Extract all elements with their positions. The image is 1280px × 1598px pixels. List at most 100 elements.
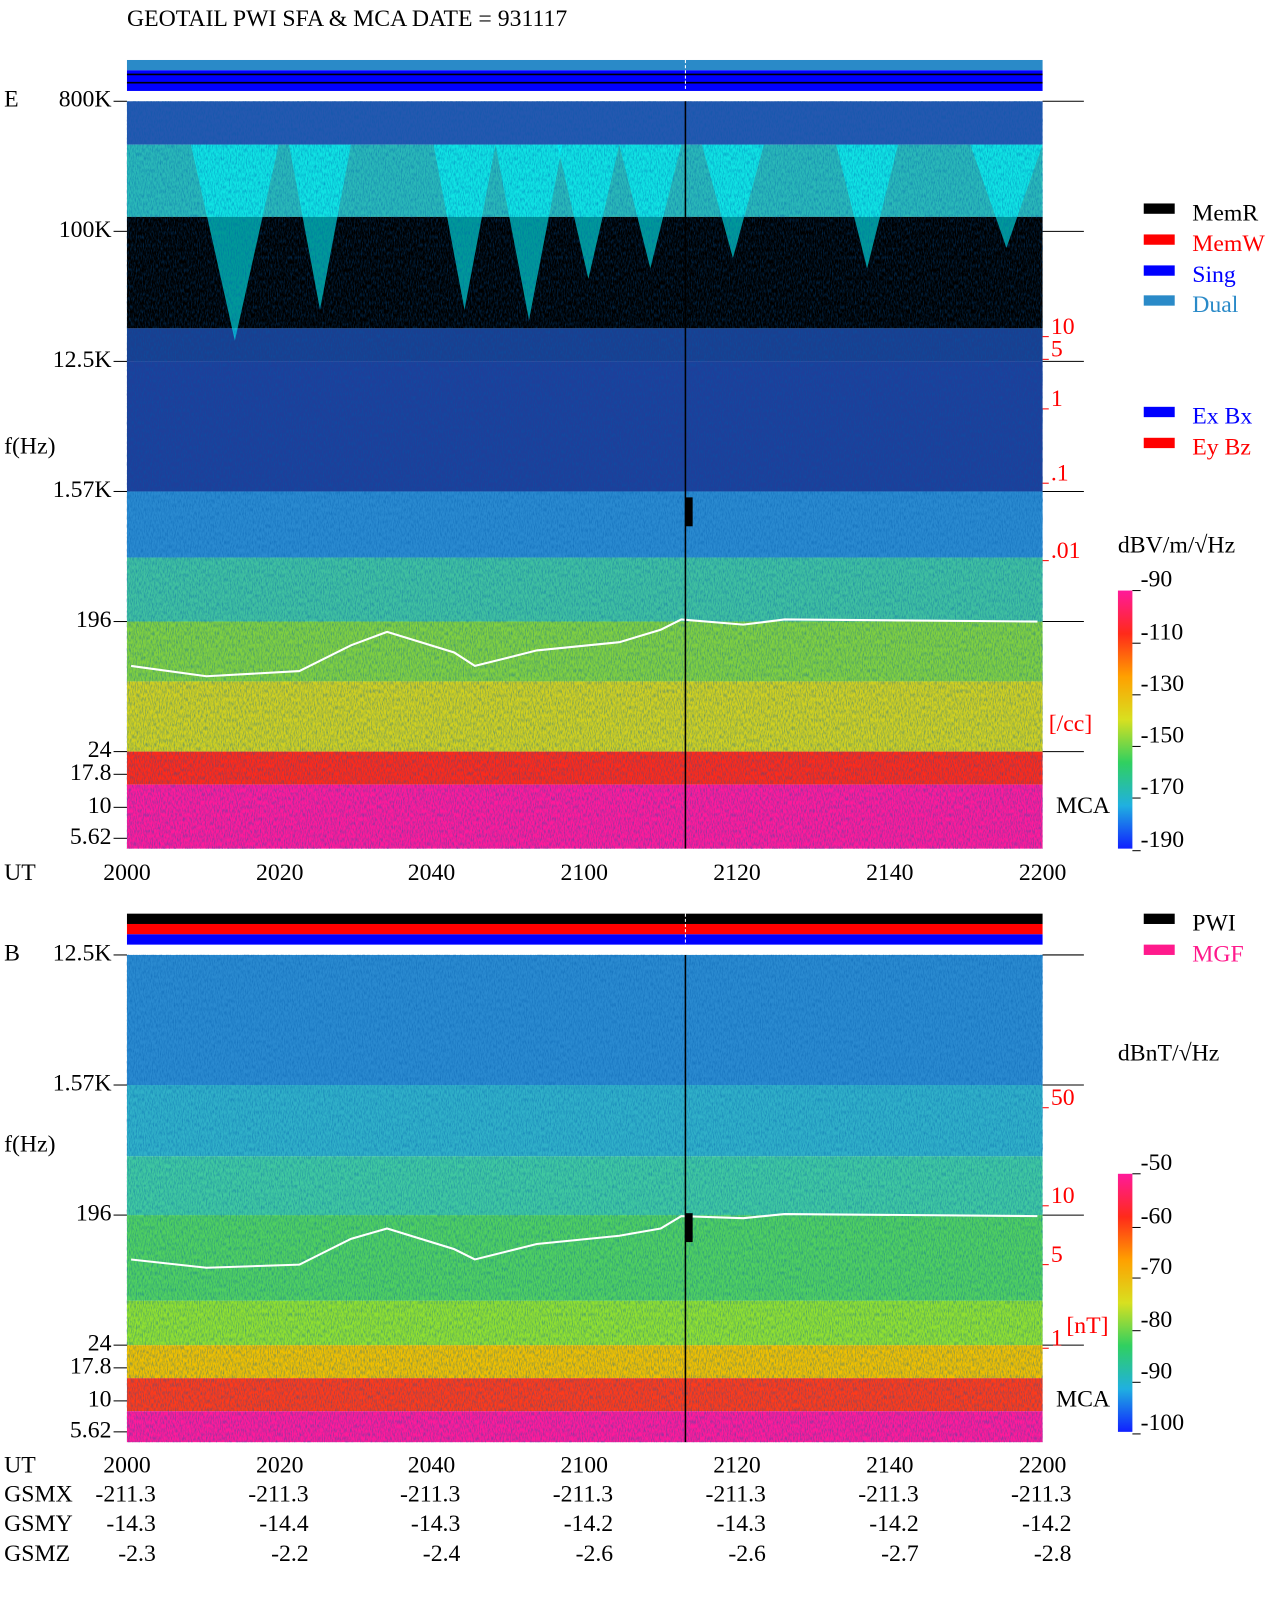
x-axis-label: UT bbox=[4, 1452, 36, 1478]
color-bar-label: -150 bbox=[1141, 723, 1185, 749]
orbit-value: -14.3 bbox=[411, 1511, 460, 1537]
y-tick-label: 5.62 bbox=[70, 1417, 112, 1443]
color-bar bbox=[1117, 590, 1133, 849]
panel-label: E bbox=[4, 87, 19, 113]
orbit-value: -211.3 bbox=[858, 1481, 918, 1507]
data-gap bbox=[685, 497, 693, 527]
spectrogram-texture bbox=[126, 954, 1043, 1443]
orbit-value: -14.2 bbox=[869, 1511, 918, 1537]
color-bar-label: -70 bbox=[1141, 1254, 1173, 1280]
orbit-value: -211.3 bbox=[1011, 1481, 1071, 1507]
orbit-value: -2.7 bbox=[881, 1541, 919, 1567]
x-tick-label: 2200 bbox=[1019, 1452, 1066, 1478]
y-tick-label: 24 bbox=[88, 737, 112, 763]
status-bar bbox=[126, 923, 1043, 935]
y-axis-label: f(Hz) bbox=[4, 434, 55, 460]
x-tick-label: 2120 bbox=[713, 1452, 760, 1478]
orbit-value: -2.4 bbox=[423, 1541, 461, 1567]
y-axis-label: f(Hz) bbox=[4, 1131, 55, 1157]
color-bar-label: -110 bbox=[1141, 619, 1184, 645]
plasma-line bbox=[130, 1213, 1038, 1269]
y-tick-label: 17.8 bbox=[70, 760, 112, 786]
orbit-value: -211.3 bbox=[400, 1481, 460, 1507]
y-tick-label: 100K bbox=[59, 217, 112, 243]
legend-label: MGF bbox=[1192, 941, 1243, 967]
status-bar bbox=[126, 59, 1043, 71]
color-bar-label: -190 bbox=[1141, 827, 1185, 853]
color-bar-unit: dBV/m/√Hz bbox=[1118, 533, 1235, 559]
color-bar-label: -170 bbox=[1141, 774, 1185, 800]
legend-swatch bbox=[1143, 406, 1175, 418]
orbit-label: GSMZ bbox=[4, 1541, 70, 1567]
x-tick-label: 2100 bbox=[561, 1452, 608, 1478]
density-tick-label: 50 bbox=[1051, 1085, 1075, 1111]
legend-swatch bbox=[1143, 203, 1175, 214]
density-tick-label: 1 bbox=[1051, 386, 1063, 412]
y-tick-label: 1.57K bbox=[53, 1070, 112, 1096]
color-bar-label: -130 bbox=[1141, 671, 1185, 697]
color-bar bbox=[1117, 1173, 1133, 1432]
color-bar-label: -100 bbox=[1141, 1410, 1185, 1436]
status-bar bbox=[126, 913, 1043, 924]
density-unit: [nT] bbox=[1066, 1313, 1108, 1339]
y-tick-label: 17.8 bbox=[70, 1353, 112, 1379]
density-tick-label: 10 bbox=[1051, 314, 1075, 340]
x-tick-label: 2120 bbox=[713, 860, 760, 886]
orbit-label: GSMX bbox=[4, 1481, 73, 1507]
orbit-value: -14.2 bbox=[1022, 1511, 1071, 1537]
color-bar-label: -90 bbox=[1141, 567, 1173, 593]
plasma-line bbox=[130, 618, 1038, 678]
color-bar-label: -50 bbox=[1141, 1150, 1173, 1176]
density-tick-label: 5 bbox=[1051, 337, 1063, 363]
density-tick-label: .01 bbox=[1051, 538, 1081, 564]
orbit-value: -14.3 bbox=[716, 1511, 765, 1537]
legend-swatch bbox=[1143, 234, 1175, 245]
y-tick-label: 12.5K bbox=[53, 347, 112, 373]
orbit-value: -2.6 bbox=[576, 1541, 614, 1567]
x-tick-label: 2140 bbox=[866, 860, 913, 886]
density-tick-label: 1 bbox=[1051, 1325, 1063, 1351]
density-tick-label: 5 bbox=[1051, 1242, 1063, 1268]
legend-label: Dual bbox=[1192, 292, 1239, 318]
x-tick-label: 2140 bbox=[866, 1452, 913, 1478]
figure-title: GEOTAIL PWI SFA & MCA DATE = 931117 bbox=[127, 6, 567, 32]
y-tick-label: 800K bbox=[59, 87, 112, 113]
spectrogram-texture bbox=[126, 101, 1043, 849]
legend-swatch bbox=[1143, 944, 1175, 955]
y-tick-label: 1.57K bbox=[53, 477, 112, 503]
mca-label: MCA bbox=[1056, 793, 1110, 819]
color-bar-label: -60 bbox=[1141, 1204, 1173, 1230]
legend-label: MemR bbox=[1192, 200, 1258, 226]
x-tick-label: 2040 bbox=[408, 1452, 455, 1478]
orbit-value: -211.3 bbox=[553, 1481, 613, 1507]
orbit-value: -2.8 bbox=[1034, 1541, 1072, 1567]
status-bar bbox=[126, 70, 1043, 91]
panel-label: B bbox=[4, 940, 20, 966]
x-tick-label: 2000 bbox=[103, 1452, 150, 1478]
legend-label: Ex Bx bbox=[1192, 404, 1252, 430]
legend-swatch bbox=[1143, 265, 1175, 276]
y-tick-label: 196 bbox=[76, 1201, 112, 1227]
x-tick-label: 2020 bbox=[256, 1452, 303, 1478]
orbit-value: -14.3 bbox=[106, 1511, 155, 1537]
x-axis-label: UT bbox=[4, 860, 36, 886]
orbit-value: -14.2 bbox=[564, 1511, 613, 1537]
legend-label: Sing bbox=[1192, 262, 1236, 288]
orbit-value: -2.3 bbox=[118, 1541, 156, 1567]
legend-label: MemW bbox=[1192, 231, 1265, 257]
y-tick-label: 5.62 bbox=[70, 824, 112, 850]
orbit-label: GSMY bbox=[4, 1511, 73, 1537]
y-tick-label: 196 bbox=[76, 607, 112, 633]
density-tick-label: 10 bbox=[1051, 1183, 1075, 1209]
y-tick-label: 10 bbox=[88, 1386, 112, 1412]
legend-swatch bbox=[1143, 295, 1175, 306]
density-unit: [/cc] bbox=[1049, 711, 1092, 737]
status-bar bbox=[126, 934, 1043, 945]
legend-label: PWI bbox=[1192, 910, 1236, 936]
orbit-value: -2.2 bbox=[271, 1541, 309, 1567]
orbit-value: -211.3 bbox=[95, 1481, 155, 1507]
mca-label: MCA bbox=[1056, 1386, 1110, 1412]
density-tick-label: .1 bbox=[1051, 460, 1069, 486]
